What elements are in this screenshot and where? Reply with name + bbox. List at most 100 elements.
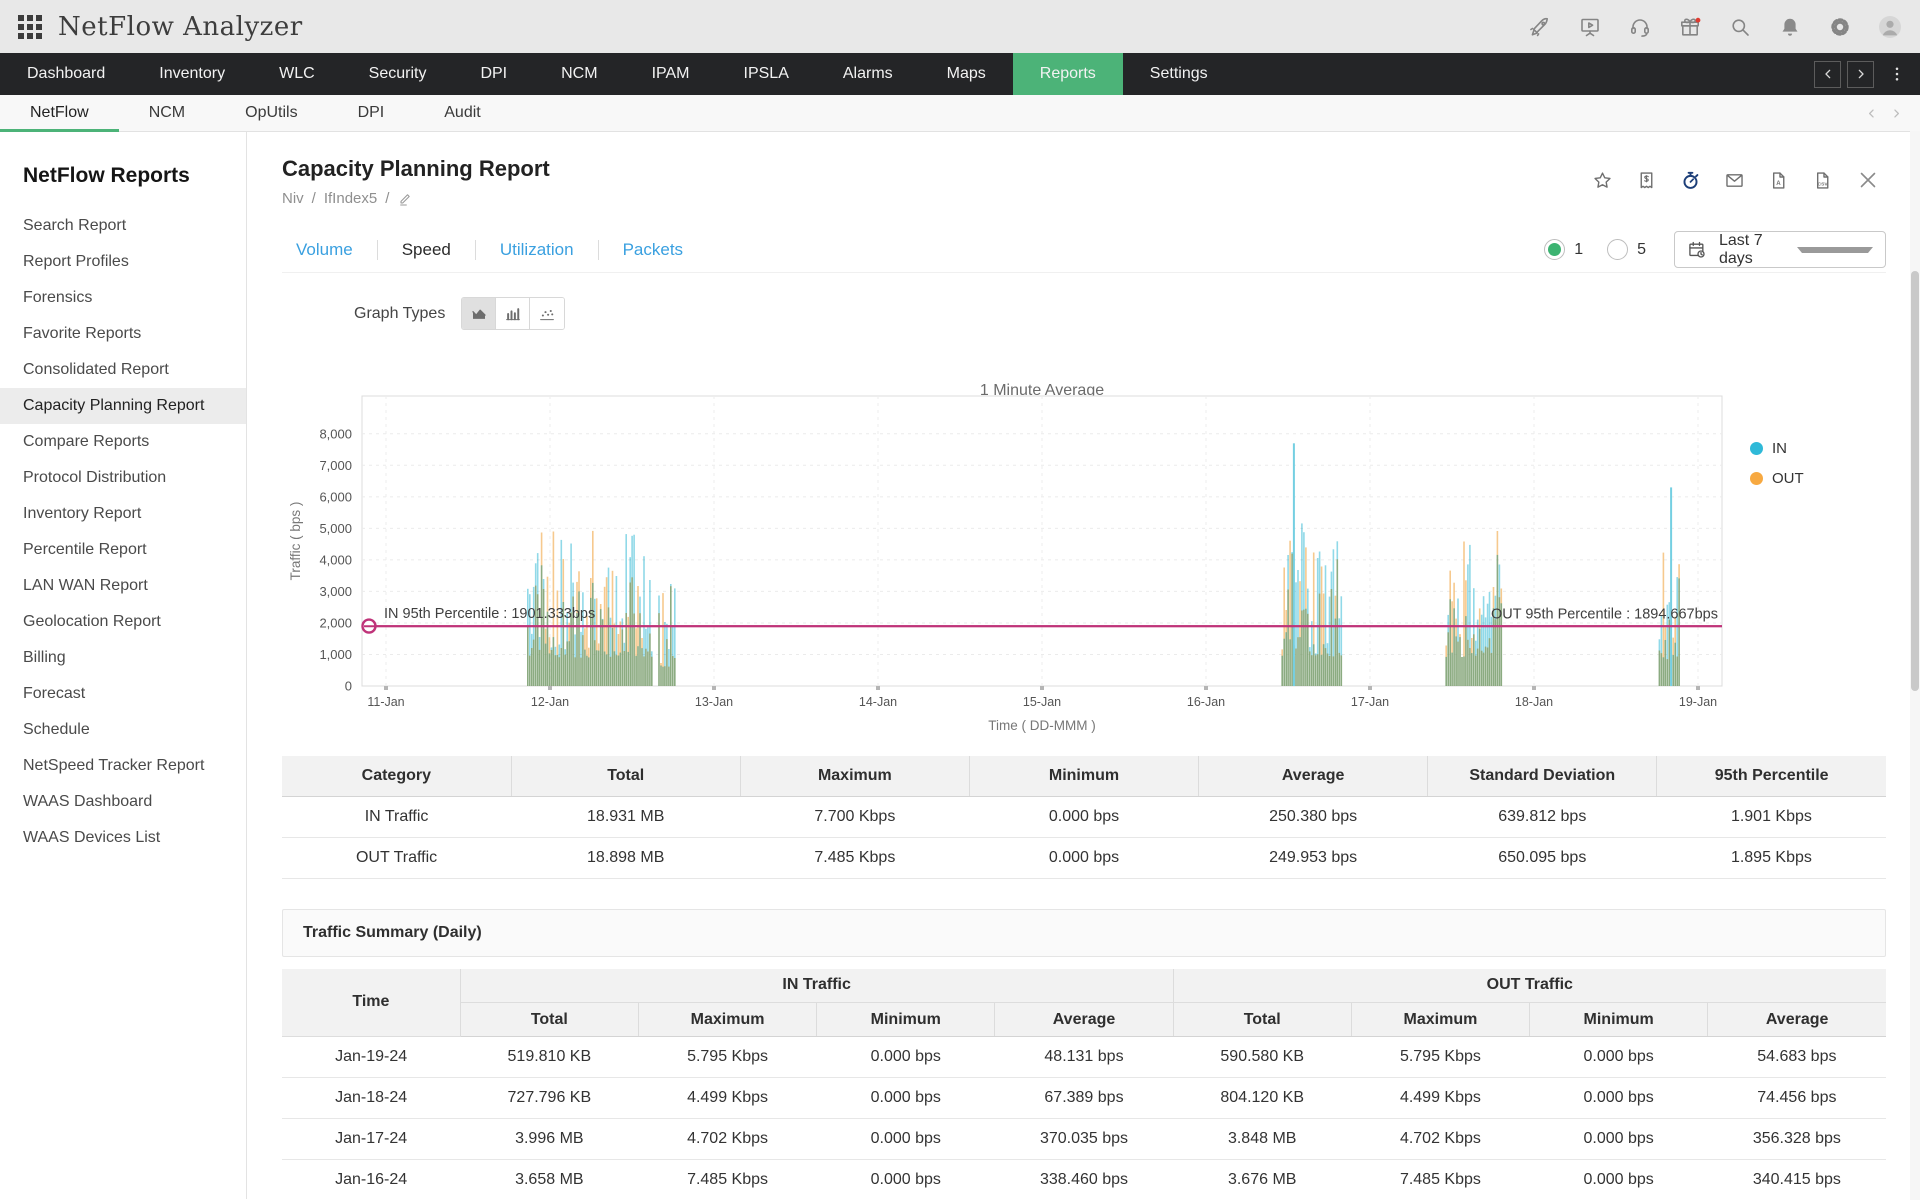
sidebar-item-capacity-planning-report[interactable]: Capacity Planning Report — [0, 388, 246, 424]
summary-cell: 0.000 bps — [816, 1118, 995, 1160]
sidebar-item-lan-wan-report[interactable]: LAN WAN Report — [23, 577, 148, 594]
summary-group-in-traffic: IN Traffic — [460, 968, 1174, 1003]
tab-packets[interactable]: Packets — [622, 239, 684, 259]
summary-cell: 5.795 Kbps — [638, 1036, 817, 1078]
svg-text:6,000: 6,000 — [319, 489, 352, 504]
legend-item-in[interactable]: IN — [1750, 440, 1804, 457]
user-avatar[interactable] — [1878, 15, 1902, 39]
bell-icon[interactable] — [1778, 15, 1802, 39]
sidebar-item-consolidated-report[interactable]: Consolidated Report — [23, 361, 169, 378]
sidebar-item-waas-devices-list[interactable]: WAAS Devices List — [23, 829, 161, 846]
sidebar-item-search-report[interactable]: Search Report — [23, 217, 127, 234]
table-row: Jan-18-24 727.796 KB 4.499 Kbps 0.000 bps 67… — [282, 1077, 1886, 1119]
headset-icon[interactable] — [1628, 15, 1652, 39]
svg-text:11-Jan: 11-Jan — [367, 695, 404, 709]
sidebar-item-waas-dashboard[interactable]: WAAS Dashboard — [23, 793, 153, 810]
stats-cell: 249.953 bps — [1198, 837, 1428, 879]
interval-radio-5[interactable]: 5 — [1607, 239, 1646, 260]
scrollbar-thumb[interactable] — [1911, 271, 1919, 691]
nav-overflow-menu-icon[interactable] — [1888, 65, 1906, 83]
sidebar-item-percentile-report[interactable]: Percentile Report — [23, 541, 147, 558]
nav-item-maps[interactable]: Maps — [946, 65, 986, 82]
nav-item-security[interactable]: Security — [368, 65, 427, 82]
sidebar-item-inventory-report[interactable]: Inventory Report — [23, 505, 142, 522]
nav-right-controls — [1814, 53, 1920, 95]
nav-item-settings[interactable]: Settings — [1149, 65, 1208, 82]
sidebar-item-forensics[interactable]: Forensics — [23, 289, 93, 306]
csv-export-icon[interactable]: CSV — [1812, 170, 1833, 191]
subnav-item-ncm[interactable]: NCM — [148, 104, 186, 121]
sidebar-item-geolocation-report[interactable]: Geolocation Report — [23, 613, 161, 630]
interval-radio-1[interactable]: 1 — [1544, 239, 1583, 260]
schedule-timer-icon[interactable] — [1680, 170, 1701, 191]
scatter-chart-icon[interactable] — [530, 298, 565, 329]
apps-grid-icon[interactable] — [18, 14, 42, 39]
module-sub-navigation: NetFlow NCM OpUtils DPI Audit — [0, 95, 1920, 132]
legend-item-out[interactable]: OUT — [1750, 470, 1804, 487]
edit-pencil-icon[interactable] — [397, 191, 413, 207]
summary-subheader-minimum: Minimum — [1529, 1002, 1709, 1037]
area-chart-icon[interactable] — [462, 298, 497, 329]
nav-item-ipsla[interactable]: IPSLA — [743, 65, 789, 82]
rocket-icon[interactable] — [1528, 15, 1552, 39]
sidebar-item-schedule[interactable]: Schedule — [23, 721, 90, 738]
vertical-scrollbar[interactable] — [1910, 131, 1920, 1200]
date-range-selector[interactable]: Last 7 days — [1674, 231, 1886, 268]
subnav-item-dpi[interactable]: DPI — [357, 104, 385, 121]
summary-cell: 4.499 Kbps — [1351, 1077, 1530, 1119]
sidebar-item-report-profiles[interactable]: Report Profiles — [23, 253, 129, 270]
sidebar-item-billing[interactable]: Billing — [23, 649, 66, 666]
star-icon[interactable] — [1592, 170, 1613, 191]
nav-item-inventory[interactable]: Inventory — [159, 65, 226, 82]
sidebar-item-forecast[interactable]: Forecast — [23, 685, 86, 702]
billing-receipt-icon[interactable] — [1636, 170, 1657, 191]
sidebar-item-compare-reports[interactable]: Compare Reports — [23, 433, 150, 450]
summary-subheader-minimum: Minimum — [816, 1002, 996, 1037]
traffic-stats-table: Category Total Maximum Minimum Average Standa… — [282, 756, 1886, 879]
nav-item-dashboard[interactable]: Dashboard — [27, 65, 106, 82]
svg-text:CSV: CSV — [1818, 181, 1829, 187]
summary-cell: 338.460 bps — [994, 1159, 1174, 1200]
email-icon[interactable] — [1724, 170, 1745, 191]
stats-cell: 639.812 bps — [1427, 796, 1657, 838]
tab-utilization[interactable]: Utilization — [476, 239, 599, 260]
tab-volume[interactable]: Volume — [282, 239, 378, 260]
nav-item-ncm[interactable]: NCM — [561, 65, 598, 82]
sidebar-item-favorite-reports[interactable]: Favorite Reports — [23, 325, 142, 342]
subnav-item-audit[interactable]: Audit — [444, 104, 481, 121]
summary-cell: 3.676 MB — [1173, 1159, 1352, 1200]
subnav-scroll-left-icon[interactable] — [1864, 106, 1879, 121]
subnav-scroll-right-icon[interactable] — [1889, 106, 1904, 121]
nav-item-alarms[interactable]: Alarms — [842, 65, 893, 82]
bar-chart-icon[interactable] — [496, 298, 531, 329]
breadcrumb-item[interactable]: IfIndex5 — [323, 190, 378, 207]
subnav-item-oputils[interactable]: OpUtils — [245, 104, 298, 121]
close-icon[interactable] — [1856, 168, 1880, 192]
subnav-item-netflow[interactable]: NetFlow — [0, 95, 119, 132]
svg-text:7,000: 7,000 — [319, 458, 352, 473]
breadcrumb-item[interactable]: Niv — [282, 190, 304, 207]
search-icon[interactable] — [1728, 15, 1752, 39]
pdf-export-icon[interactable]: A — [1768, 170, 1789, 191]
sidebar-item-protocol-distribution[interactable]: Protocol Distribution — [23, 469, 167, 486]
gear-icon[interactable] — [1828, 15, 1852, 39]
gift-icon[interactable] — [1678, 15, 1702, 39]
svg-text:16-Jan: 16-Jan — [1187, 695, 1225, 709]
nav-item-dpi[interactable]: DPI — [480, 65, 508, 82]
nav-item-reports[interactable]: Reports — [1012, 53, 1123, 95]
table-row: IN Traffic 18.931 MB 7.700 Kbps 0.000 bps 25… — [282, 796, 1886, 838]
nav-item-ipam[interactable]: IPAM — [651, 65, 690, 82]
table-row: Jan-17-24 3.996 MB 4.702 Kbps 0.000 bps 370.… — [282, 1118, 1886, 1160]
tab-speed[interactable]: Speed — [378, 239, 476, 260]
summary-subheader-total: Total — [1173, 1002, 1352, 1037]
summary-header-time: Time — [282, 968, 461, 1037]
traffic-summary-table: Time IN Traffic OUT Traffic Total Maximum Min… — [282, 968, 1886, 1200]
nav-scroll-right-button[interactable] — [1847, 60, 1874, 88]
sidebar-item-netspeed-tracker-report[interactable]: NetSpeed Tracker Report — [23, 757, 205, 774]
summary-cell: 3.848 MB — [1173, 1118, 1352, 1160]
summary-cell: 340.415 bps — [1707, 1159, 1886, 1200]
presentation-icon[interactable] — [1578, 15, 1602, 39]
nav-item-wlc[interactable]: WLC — [279, 65, 315, 82]
nav-scroll-left-button[interactable] — [1814, 60, 1841, 88]
